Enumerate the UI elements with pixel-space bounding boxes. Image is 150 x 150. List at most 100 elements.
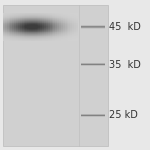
Bar (65, 20, 67, 21)
Bar (33, 34, 35, 35)
Bar (57, 18, 59, 19)
Bar (53, 20, 55, 21)
Bar (5, 25, 7, 26)
Bar (81, 27, 105, 28)
Bar (42, 20, 44, 21)
Bar (9, 33, 11, 34)
Bar (27, 36, 29, 37)
Bar (9, 24, 11, 25)
Bar (25, 19, 27, 20)
Bar (25, 21, 27, 22)
Bar (35, 18, 37, 19)
Bar (76, 38, 78, 39)
Bar (12, 36, 14, 37)
Bar (65, 22, 67, 23)
Bar (11, 38, 12, 39)
Bar (16, 20, 18, 21)
Bar (20, 24, 22, 25)
Bar (74, 39, 76, 40)
Bar (16, 22, 18, 23)
Bar (63, 18, 65, 19)
Bar (31, 36, 33, 37)
Bar (16, 32, 18, 33)
Bar (72, 24, 74, 25)
Bar (50, 32, 52, 33)
Bar (14, 21, 16, 22)
Bar (59, 18, 61, 19)
Bar (7, 26, 9, 27)
Bar (53, 24, 55, 25)
Bar (29, 24, 31, 25)
Bar (59, 35, 61, 36)
Bar (52, 27, 54, 28)
Bar (74, 30, 76, 31)
Bar (55, 32, 57, 33)
Bar (57, 23, 59, 24)
Bar (44, 26, 46, 27)
Bar (76, 35, 78, 36)
Bar (46, 39, 48, 40)
Bar (37, 20, 39, 21)
Bar (61, 27, 63, 28)
Bar (31, 20, 33, 21)
Bar (39, 22, 41, 23)
Bar (74, 19, 76, 20)
Bar (68, 35, 70, 36)
Bar (18, 36, 20, 37)
Bar (20, 40, 22, 41)
Bar (52, 32, 54, 33)
Bar (68, 38, 70, 39)
Bar (35, 33, 37, 34)
Bar (40, 36, 42, 37)
Bar (11, 32, 12, 33)
Bar (46, 19, 48, 20)
Bar (31, 39, 33, 40)
Bar (74, 21, 76, 22)
Bar (5, 22, 7, 23)
Bar (16, 21, 18, 22)
Bar (14, 25, 16, 26)
Bar (68, 28, 70, 29)
Bar (67, 30, 69, 31)
Bar (67, 37, 69, 38)
Bar (57, 37, 59, 38)
Bar (29, 34, 31, 35)
Bar (29, 23, 31, 24)
Bar (65, 36, 67, 37)
Bar (29, 40, 31, 41)
Bar (53, 14, 55, 15)
Bar (12, 17, 14, 18)
Bar (76, 21, 78, 22)
Bar (72, 36, 74, 37)
Bar (22, 18, 24, 19)
Bar (67, 25, 69, 26)
Bar (18, 22, 20, 23)
Bar (31, 32, 33, 33)
Bar (63, 33, 65, 34)
Bar (63, 38, 65, 39)
Bar (29, 32, 31, 33)
Bar (40, 29, 42, 30)
Bar (52, 26, 54, 27)
Bar (59, 19, 61, 20)
Bar (63, 22, 65, 23)
Bar (72, 16, 74, 17)
Bar (68, 14, 70, 15)
Bar (55, 34, 57, 35)
Bar (18, 37, 20, 38)
Bar (35, 16, 37, 17)
Bar (9, 30, 11, 31)
Bar (25, 14, 27, 15)
Bar (18, 32, 20, 33)
Bar (65, 32, 67, 33)
Bar (48, 17, 50, 18)
Bar (29, 14, 31, 15)
Bar (52, 34, 54, 35)
Bar (65, 29, 67, 30)
Bar (31, 16, 33, 17)
Bar (14, 22, 16, 23)
Bar (18, 39, 20, 40)
Bar (48, 40, 50, 41)
Bar (81, 64, 105, 65)
Bar (74, 29, 76, 30)
